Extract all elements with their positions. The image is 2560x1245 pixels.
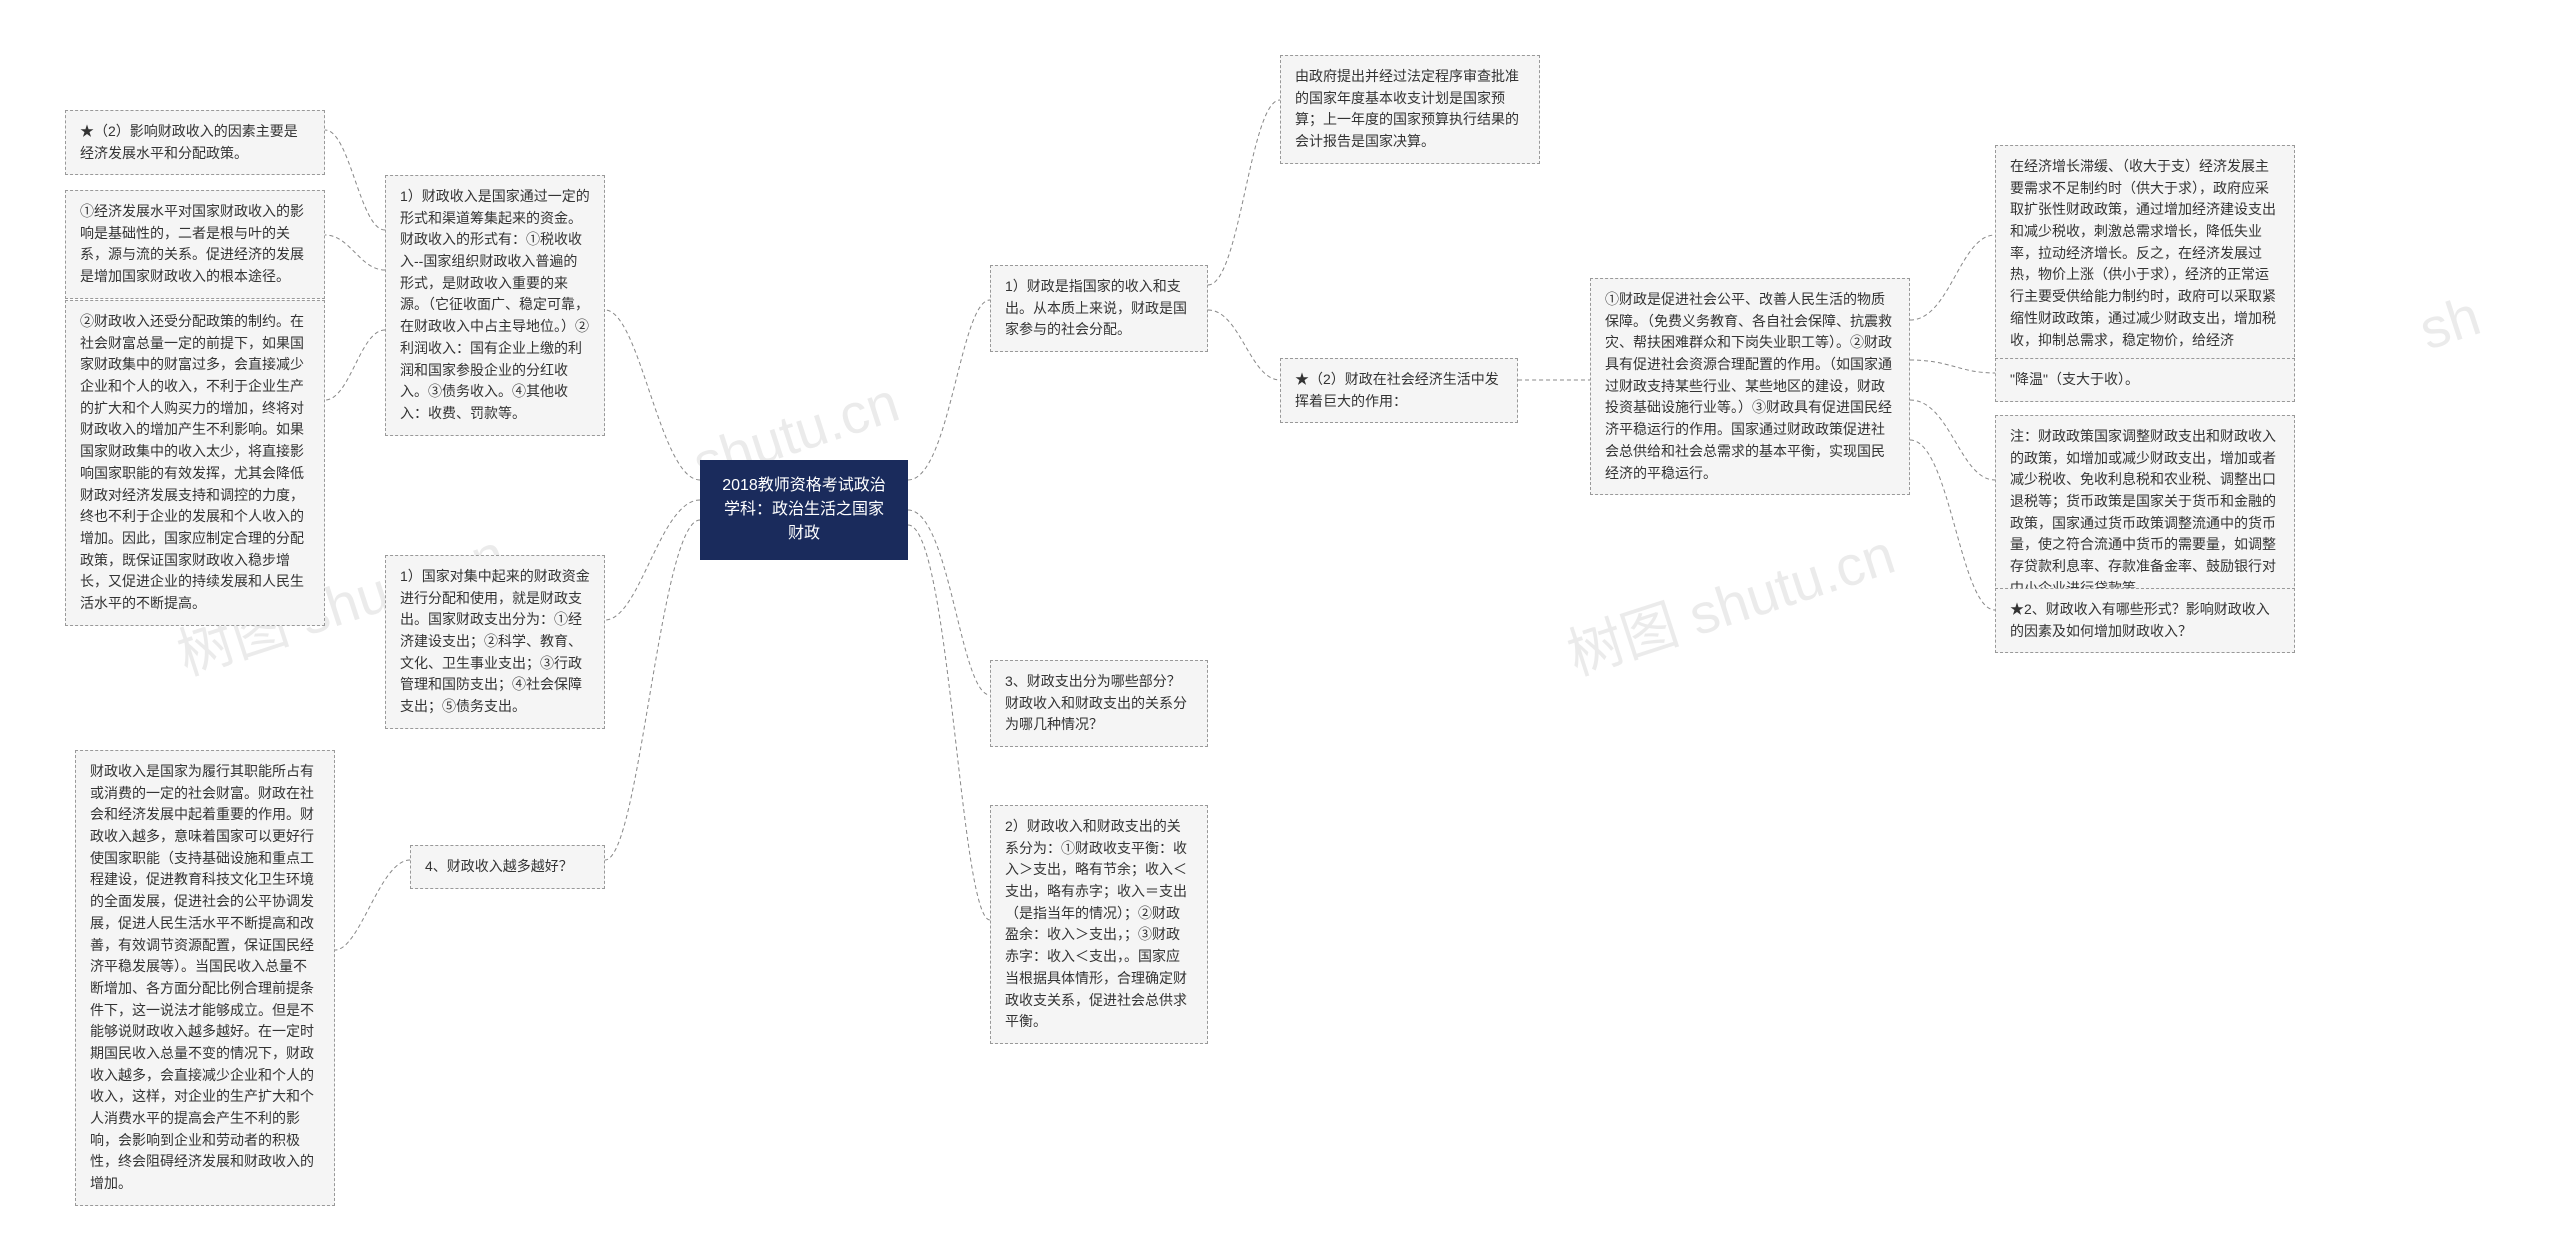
node-text: 在经济增长滞缓、（收大于支）经济发展主要需求不足制约时（供大于求），政府应采取扩… xyxy=(2010,158,2276,348)
node-l1b: ①经济发展水平对国家财政收入的影响是基础性的，二者是根与叶的关系，源与流的关系。… xyxy=(65,190,325,299)
node-text: ★（2）财政在社会经济生活中发挥着巨大的作用： xyxy=(1295,371,1499,409)
node-r2a: ①财政是促进社会公平、改善人民生活的物质保障。（免费义务教育、各自社会保障、抗震… xyxy=(1590,278,1910,495)
node-l3a: 财政收入是国家为履行其职能所占有或消费的一定的社会财富。财政在社会和经济发展中起… xyxy=(75,750,335,1206)
node-text: 由政府提出并经过法定程序审查批准的国家年度基本收支计划是国家预算；上一年度的国家… xyxy=(1295,68,1519,149)
node-text: 1）财政是指国家的收入和支出。从本质上来说，财政是国家参与的社会分配。 xyxy=(1005,278,1187,337)
node-text: 1）国家对集中起来的财政资金进行分配和使用，就是财政支出。国家财政支出分为：①经… xyxy=(400,568,590,714)
node-r1a: 由政府提出并经过法定程序审查批准的国家年度基本收支计划是国家预算；上一年度的国家… xyxy=(1280,55,1540,164)
node-r4: 2）财政收入和财政支出的关系分为：①财政收支平衡：收入＞支出，略有节余；收入＜支… xyxy=(990,805,1208,1044)
node-text: 3、财政支出分为哪些部分？财政收入和财政支出的关系分为哪几种情况？ xyxy=(1005,673,1187,732)
node-l2: 1）国家对集中起来的财政资金进行分配和使用，就是财政支出。国家财政支出分为：①经… xyxy=(385,555,605,729)
root-node: 2018教师资格考试政治学科：政治生活之国家财政 xyxy=(700,460,908,560)
watermark: sh xyxy=(2411,282,2487,362)
node-r3: 3、财政支出分为哪些部分？财政收入和财政支出的关系分为哪几种情况？ xyxy=(990,660,1208,747)
node-text: 财政收入是国家为履行其职能所占有或消费的一定的社会财富。财政在社会和经济发展中起… xyxy=(90,763,314,1191)
node-text: 注：财政政策国家调整财政支出和财政收入的政策，如增加或减少财政支出，增加或者减少… xyxy=(2010,428,2276,596)
node-text: ★2、财政收入有哪些形式？影响财政收入的因素及如何增加财政收入？ xyxy=(2010,601,2270,639)
node-text: ★（2）影响财政收入的因素主要是经济发展水平和分配政策。 xyxy=(80,123,298,161)
node-r2b: 在经济增长滞缓、（收大于支）经济发展主要需求不足制约时（供大于求），政府应采取扩… xyxy=(1995,145,2295,362)
node-text: "降温"（支大于收）。 xyxy=(2010,371,2139,387)
node-r2d: 注：财政政策国家调整财政支出和财政收入的政策，如增加或减少财政支出，增加或者减少… xyxy=(1995,415,2295,611)
node-l1: 1）财政收入是国家通过一定的形式和渠道筹集起来的资金。财政收入的形式有：①税收收… xyxy=(385,175,605,436)
node-r2c: "降温"（支大于收）。 xyxy=(1995,358,2295,402)
node-text: ①经济发展水平对国家财政收入的影响是基础性的，二者是根与叶的关系，源与流的关系。… xyxy=(80,203,304,284)
node-text: ①财政是促进社会公平、改善人民生活的物质保障。（免费义务教育、各自社会保障、抗震… xyxy=(1605,291,1892,481)
node-text: 1）财政收入是国家通过一定的形式和渠道筹集起来的资金。财政收入的形式有：①税收收… xyxy=(400,188,590,421)
watermark: 树图 shutu.cn xyxy=(1556,510,1904,692)
node-text: 2）财政收入和财政支出的关系分为：①财政收支平衡：收入＞支出，略有节余；收入＜支… xyxy=(1005,818,1187,1029)
node-l1c: ②财政收入还受分配政策的制约。在社会财富总量一定的前提下，如果国家财政集中的财富… xyxy=(65,300,325,626)
node-text: 4、财政收入越多越好？ xyxy=(425,858,573,874)
node-l3: 4、财政收入越多越好？ xyxy=(410,845,605,889)
node-r2e: ★2、财政收入有哪些形式？影响财政收入的因素及如何增加财政收入？ xyxy=(1995,588,2295,653)
node-text: ②财政收入还受分配政策的制约。在社会财富总量一定的前提下，如果国家财政集中的财富… xyxy=(80,313,304,611)
node-r1: 1）财政是指国家的收入和支出。从本质上来说，财政是国家参与的社会分配。 xyxy=(990,265,1208,352)
node-r2: ★（2）财政在社会经济生活中发挥着巨大的作用： xyxy=(1280,358,1518,423)
root-text: 2018教师资格考试政治学科：政治生活之国家财政 xyxy=(722,477,886,542)
node-l1a: ★（2）影响财政收入的因素主要是经济发展水平和分配政策。 xyxy=(65,110,325,175)
